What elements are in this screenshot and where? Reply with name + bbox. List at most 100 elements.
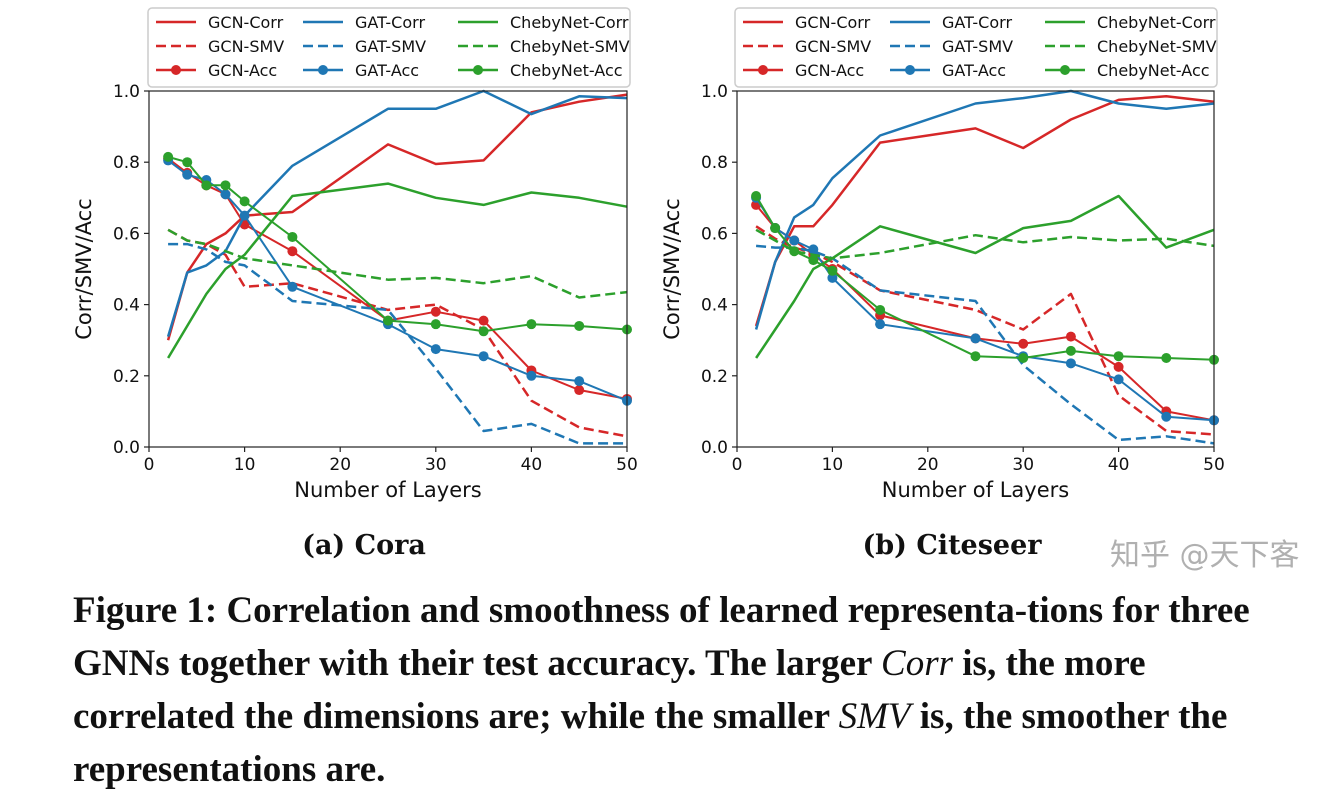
legend-label-GCN-Acc: GCN-Acc <box>208 61 277 80</box>
data-point-ChebyNet-Acc <box>1018 353 1029 363</box>
x-tick-label: 0 <box>144 455 155 475</box>
x-tick-label: 0 <box>732 455 743 475</box>
data-point-GAT-Acc <box>478 351 489 362</box>
x-tick-label: 20 <box>329 455 351 475</box>
y-tick-label: 1.0 <box>113 82 140 102</box>
x-tick-label: 40 <box>1108 455 1130 475</box>
data-point-GCN-Acc <box>1113 361 1124 372</box>
series-line-GAT-SMV <box>755 244 1215 445</box>
chart-b: 0 10 20 30 40 50 0.0 0.2 0.4 0.6 0.8 1.0 Number of L… <box>660 7 1225 502</box>
x-tick-label: 20 <box>917 455 939 475</box>
legend: GCN-Corr GCN-SMV GCN-Acc GAT-Corr GAT-SMV GAT… <box>147 7 631 88</box>
legend-label-GCN-SMV: GCN-SMV <box>795 37 871 56</box>
data-point-GAT-Acc <box>430 344 441 355</box>
watermark: 知乎 @天下客 <box>1110 538 1300 573</box>
x-tick-label: 30 <box>425 455 447 475</box>
data-point-GAT-Acc <box>182 169 193 180</box>
x-tick-label: 50 <box>616 455 638 475</box>
legend-label-GAT-SMV: GAT-SMV <box>355 37 426 56</box>
data-point-GAT-Acc <box>574 376 585 387</box>
legend-label-GCN-SMV: GCN-SMV <box>208 37 284 56</box>
series-line-GCN-SMV <box>755 225 1215 436</box>
y-tick-label: 0.0 <box>701 438 728 458</box>
legend-label-GAT-SMV: GAT-SMV <box>942 37 1013 56</box>
legend-box <box>147 7 631 88</box>
data-point-ChebyNet-Acc <box>163 151 174 162</box>
series-line-ChebyNet-Acc <box>755 195 1215 361</box>
series-line-ChebyNet-Corr <box>167 182 628 359</box>
data-point-ChebyNet-Acc <box>751 191 762 202</box>
x-axis-label: Number of Layers <box>882 478 1069 502</box>
series-line-ChebyNet-SMV <box>167 228 628 299</box>
data-point-ChebyNet-Acc <box>574 320 585 331</box>
data-point-ChebyNet-Acc <box>808 255 819 266</box>
series-line-GAT-Acc <box>755 197 1215 422</box>
y-tick-label: 0.4 <box>701 296 728 316</box>
series-line-GAT-Corr <box>166 89 628 337</box>
caption-part-3: is, the smoother the representations are… <box>73 696 1228 790</box>
y-tick-label: 0.6 <box>701 224 728 244</box>
data-point-ChebyNet-Acc <box>430 319 441 330</box>
series-line-GCN-Corr <box>166 93 628 341</box>
data-point-GAT-Acc <box>875 319 886 330</box>
data-point-ChebyNet-Acc <box>478 326 489 337</box>
data-point-GAT-Acc <box>1065 358 1076 369</box>
data-point-ChebyNet-Acc <box>287 231 298 242</box>
data-point-ChebyNet-Acc <box>182 157 193 168</box>
data-point-GCN-Acc <box>478 315 489 326</box>
legend-marker-ChebyNet-Acc <box>1060 65 1070 75</box>
data-point-GAT-Acc <box>526 370 537 381</box>
legend-label-ChebyNet-Acc: ChebyNet-Acc <box>510 61 623 80</box>
caption-smv: SMV <box>838 696 911 737</box>
y-tick-label: 0.6 <box>113 224 140 244</box>
caption-part-1: Figure 1: Correlation and smoothness of … <box>73 590 1250 684</box>
data-point-ChebyNet-Acc <box>970 351 981 362</box>
caption-corr: Corr <box>881 643 954 684</box>
series-line-GAT-SMV <box>168 242 627 445</box>
legend-label-GAT-Acc: GAT-Acc <box>355 61 419 80</box>
data-point-GAT-Acc <box>1113 374 1124 385</box>
x-tick-label: 10 <box>822 455 844 475</box>
figure-caption: Figure 1: Correlation and smoothness of … <box>73 584 1273 796</box>
x-tick-label: 30 <box>1012 455 1034 475</box>
data-point-GAT-Acc <box>1161 411 1172 422</box>
legend-box <box>734 7 1218 88</box>
y-axis-label: Corr/SMV/Acc <box>72 198 96 339</box>
data-point-GAT-Acc <box>808 244 819 255</box>
legend: GCN-Corr GCN-SMV GCN-Acc GAT-Corr GAT-SMV GAT… <box>734 7 1218 88</box>
x-tick-label: 40 <box>521 455 543 475</box>
legend-label-ChebyNet-SMV: ChebyNet-SMV <box>1097 37 1217 56</box>
legend-label-ChebyNet-SMV: ChebyNet-SMV <box>510 37 630 56</box>
legend-label-GAT-Acc: GAT-Acc <box>942 61 1006 80</box>
data-point-ChebyNet-Acc <box>789 246 800 257</box>
data-point-ChebyNet-Acc <box>239 196 250 207</box>
data-point-ChebyNet-Acc <box>383 315 393 326</box>
data-point-GAT-Acc <box>970 333 981 344</box>
legend-marker-GAT-Acc <box>905 65 915 75</box>
data-point-GCN-Acc <box>430 306 441 317</box>
legend-label-GAT-Corr: GAT-Corr <box>942 13 1012 32</box>
data-point-GCN-Acc <box>287 246 298 257</box>
legend-marker-GCN-Acc <box>171 65 181 75</box>
chart-a: 0 10 20 30 40 50 0.0 0.2 0.4 0.6 0.8 1.0 Number of L… <box>72 7 638 502</box>
legend-label-ChebyNet-Acc: ChebyNet-Acc <box>1097 61 1210 80</box>
legend-marker-ChebyNet-Acc <box>473 65 483 75</box>
data-point-ChebyNet-Acc <box>827 265 838 276</box>
legend-label-GAT-Corr: GAT-Corr <box>355 13 425 32</box>
x-tick-label: 10 <box>234 455 256 475</box>
series-line-GAT-Corr <box>754 89 1215 330</box>
data-point-ChebyNet-Acc <box>220 180 231 191</box>
x-tick-label: 50 <box>1203 455 1225 475</box>
legend-marker-GAT-Acc <box>318 65 328 75</box>
y-tick-label: 0.4 <box>113 296 140 316</box>
x-axis-label: Number of Layers <box>294 478 481 502</box>
data-point-ChebyNet-Acc <box>770 223 781 234</box>
data-point-GAT-Acc <box>789 235 800 246</box>
plot-frame <box>736 90 1215 448</box>
series-line-ChebyNet-Corr <box>755 194 1215 359</box>
data-point-ChebyNet-Acc <box>1065 345 1076 356</box>
legend-marker-GCN-Acc <box>758 65 768 75</box>
data-point-ChebyNet-Acc <box>1113 351 1124 362</box>
legend-label-GCN-Corr: GCN-Corr <box>208 13 284 32</box>
